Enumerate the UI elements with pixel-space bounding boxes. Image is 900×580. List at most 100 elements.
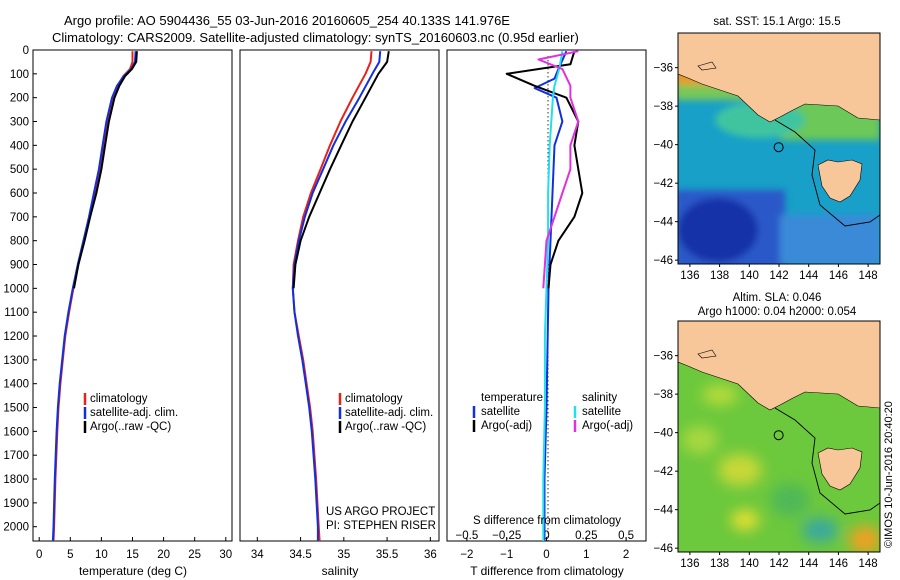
x-tick-label: 5 [67, 549, 73, 561]
map-x-tick-label: 136 [680, 270, 699, 282]
salinity-legend: climatology satellite-adj. clim. Argo(..… [338, 393, 433, 433]
map-x-tick-label: 146 [829, 558, 848, 570]
map-y-tick-label: −46 [653, 255, 673, 267]
x-tick-label: 34 [251, 549, 264, 561]
sst-bay-land [697, 61, 717, 71]
depth-tick-label: 1700 [3, 450, 29, 462]
depth-tick-label: 1600 [3, 426, 29, 438]
sla-australia-land [678, 321, 880, 411]
series-line-salinity_argo [537, 50, 580, 289]
temperature-legend: climatology satellite-adj. clim. Argo(..… [83, 393, 178, 433]
depth-tick-label: 200 [10, 93, 29, 105]
depth-tick-label: 1100 [4, 307, 29, 319]
series-line-salinity_satellite [542, 51, 564, 541]
map-y-tick-label: −46 [653, 543, 673, 555]
legend-climatology: climatology [345, 393, 403, 405]
depth-tick-label: 400 [10, 140, 29, 152]
sla-map-axes: 136 138 140 142 144 146 148 −36 −38 −40 −42 −44 −46 [653, 351, 877, 570]
sla-high-southeast [849, 526, 880, 552]
series-line-satellite [51, 51, 137, 542]
depth-tick-label: 0 [23, 45, 29, 57]
temperature-x-label: temperature (deg C) [79, 564, 187, 578]
map-y-tick-label: −44 [653, 505, 673, 517]
map-y-tick-label: −44 [653, 217, 673, 229]
sla-map-title: Altim. SLA: 0.046 [733, 292, 822, 304]
depth-tick-label: 1400 [3, 379, 29, 391]
legend-t-argo: Argo(-adj) [481, 420, 532, 432]
series-line-climatology [291, 51, 373, 542]
legend-satellite: satellite-adj. clim. [345, 407, 433, 419]
depth-tick-label: 1900 [3, 498, 29, 510]
x-tick-label: 0 [543, 549, 549, 561]
map-y-tick-label: −42 [653, 466, 673, 478]
map-x-tick-label: 138 [710, 270, 729, 282]
legend-s-argo: Argo(-adj) [582, 420, 633, 432]
map-y-tick-label: −40 [653, 428, 673, 440]
series-line-satellite [533, 50, 568, 541]
x-tick-label: 15 [126, 549, 139, 561]
s-tick-label: 0.25 [575, 530, 597, 542]
header-line-1: Argo profile: AO 5904436_55 03-Jun-2016 … [64, 13, 510, 28]
map-x-tick-label: 140 [740, 558, 759, 570]
legend-s-satellite: satellite [582, 406, 621, 418]
sla-high-4 [731, 510, 759, 530]
map-x-tick-label: 142 [769, 558, 788, 570]
difference-x-axis: −2 −1 0 1 2 −0.5 −0.25 0 0.25 0.5 [456, 530, 635, 561]
x-tick-label: 20 [157, 549, 170, 561]
t-difference-label: T difference from climatology [470, 564, 624, 578]
map-x-tick-label: 142 [769, 270, 788, 282]
project-annotation: US ARGO PROJECT [326, 506, 435, 518]
s-tick-label: 0.5 [618, 530, 634, 542]
depth-tick-label: 900 [10, 260, 29, 272]
x-tick-label: −2 [460, 549, 473, 561]
depth-tick-label: 600 [10, 188, 29, 200]
x-tick-label: 2 [623, 549, 629, 561]
map-y-tick-label: −38 [653, 101, 673, 113]
legend-temperature-title: temperature [481, 392, 543, 404]
map-x-tick-label: 144 [799, 270, 819, 282]
sla-low-1 [770, 484, 810, 516]
x-tick-label: 1 [583, 549, 589, 561]
map-x-tick-label: 138 [710, 558, 729, 570]
difference-series [505, 50, 584, 541]
sst-cold-core [678, 198, 758, 262]
map-x-tick-label: 146 [829, 270, 848, 282]
series-line-satellite [291, 51, 382, 541]
map-y-tick-label: −42 [653, 178, 673, 190]
depth-tick-label: 1800 [3, 474, 29, 486]
salinity-x-label: salinity [322, 564, 359, 578]
x-tick-label: 35 [337, 549, 350, 561]
x-tick-label: 0 [36, 549, 42, 561]
s-tick-label: −0.5 [456, 530, 479, 542]
difference-legend: temperature satellite Argo(-adj) salinit… [472, 392, 633, 432]
sla-high-3 [702, 385, 738, 405]
map-x-tick-label: 140 [740, 270, 759, 282]
sst-tasmania-land [817, 159, 863, 203]
salinity-series [291, 51, 390, 542]
legend-argo: Argo(..raw -QC) [90, 421, 171, 433]
imos-credit: ©IMOS 10-Jun-2016 20:40:20 [883, 401, 895, 548]
sla-low-2 [802, 518, 838, 542]
sla-field [682, 385, 880, 552]
sst-australia-land [678, 33, 880, 123]
temperature-x-axis: 0 5 10 15 20 25 30 [36, 537, 232, 561]
s-tick-label: 0 [543, 530, 549, 542]
depth-axis: 0 100 200 300 400 500 600 700 800 900 1000 1100 1200… [3, 45, 37, 534]
sst-map-title: sat. SST: 15.1 Argo: 15.5 [713, 16, 840, 28]
depth-tick-label: 500 [10, 164, 29, 176]
sla-shelf-contour [774, 407, 880, 515]
sst-map [678, 33, 880, 264]
depth-tick-label: 1000 [3, 283, 29, 295]
legend-climatology: climatology [90, 393, 148, 405]
legend-t-satellite: satellite [481, 406, 520, 418]
x-tick-label: 25 [188, 549, 201, 561]
x-tick-label: 36 [424, 549, 437, 561]
series-line-argo [292, 51, 390, 289]
depth-tick-label: 100 [10, 69, 29, 81]
depth-tick-label: 1200 [3, 331, 29, 343]
legend-salinity-title: salinity [582, 392, 617, 404]
map-x-tick-label: 144 [799, 558, 819, 570]
salinity-plot-frame [239, 49, 440, 542]
legend-satellite: satellite-adj. clim. [90, 407, 178, 419]
sla-bay-land [697, 349, 717, 359]
